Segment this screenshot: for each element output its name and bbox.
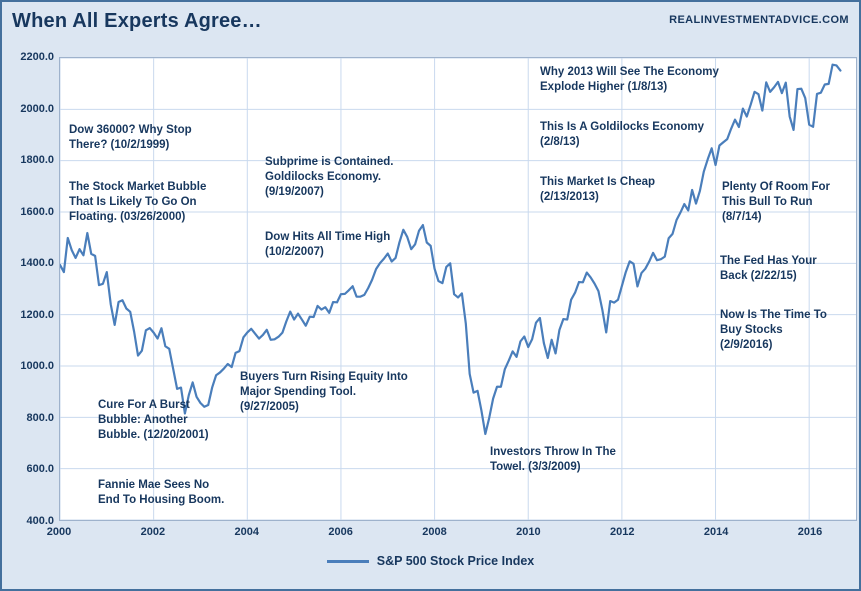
y-axis-label: 2000.0	[20, 102, 54, 115]
y-axis-label: 1000.0	[20, 360, 54, 373]
x-axis-label: 2012	[610, 526, 635, 538]
x-axis-label: 2002	[140, 526, 166, 538]
chart-annotation: Dow 36000? Why Stop There? (10/2/1999)	[69, 124, 192, 152]
chart-annotation: Now Is The Time To Buy Stocks (2/9/2016)	[720, 309, 827, 352]
chart-annotation: Buyers Turn Rising Equity Into Major Spe…	[240, 371, 408, 414]
y-axis-label: 600.0	[26, 463, 54, 476]
x-axis-label: 2006	[328, 526, 353, 538]
price-line	[60, 63, 842, 436]
chart-annotation: The Fed Has Your Back (2/22/15)	[720, 255, 817, 283]
site-watermark: REALINVESTMENTADVICE.COM	[669, 14, 849, 26]
y-axis-label: 400.0	[26, 515, 54, 527]
y-axis-label: 1600.0	[20, 205, 54, 218]
x-axis-label: 2000	[46, 526, 72, 538]
x-axis-label: 2014	[703, 526, 729, 538]
x-axis-label: 2004	[234, 526, 259, 538]
chart-annotation: Investors Throw In The Towel. (3/3/2009)	[490, 446, 616, 474]
legend-label: S&P 500 Stock Price Index	[376, 554, 535, 568]
y-axis-label: 1400.0	[20, 257, 54, 270]
x-axis-label: 2016	[797, 526, 823, 538]
plot-area: Dow 36000? Why Stop There? (10/2/1999) Th…	[59, 57, 857, 521]
chart-annotation: This Is A Goldilocks Economy (2/8/13)	[540, 121, 705, 149]
chart-annotation: Why 2013 Will See The Economy Explode Hi…	[540, 66, 719, 94]
chart-annotation: Fannie Mae Sees No End To Housing Boom.	[98, 479, 225, 507]
chart-annotation: Plenty Of Room For This Bull To Run (8/7…	[722, 181, 830, 224]
y-axis-label: 1200.0	[20, 308, 54, 321]
chart-annotation: Cure For A Burst Bubble: Another Bubble.…	[98, 399, 209, 442]
sp500-line-chart	[60, 58, 856, 520]
chart-annotation: Dow Hits All Time High (10/2/2007)	[265, 231, 391, 259]
chart-annotation: The Stock Market Bubble That Is Likely T…	[69, 181, 207, 224]
legend: S&P 500 Stock Price Index	[2, 554, 859, 568]
y-axis-label: 800.0	[26, 411, 54, 424]
x-axis-label: 2008	[422, 526, 447, 538]
chart-annotation: This Market Is Cheap (2/13/2013)	[540, 176, 656, 204]
chart-title: When All Experts Agree…	[12, 10, 262, 32]
chart-header: When All Experts Agree… REALINVESTMENTAD…	[2, 2, 859, 54]
legend-line-swatch	[326, 559, 369, 563]
x-axis-label: 2010	[516, 526, 541, 538]
y-axis-label: 1800.0	[20, 154, 54, 167]
chart-annotation: Subprime is Contained. Goldilocks Econom…	[265, 156, 394, 199]
y-axis-label: 2200.0	[20, 51, 54, 63]
